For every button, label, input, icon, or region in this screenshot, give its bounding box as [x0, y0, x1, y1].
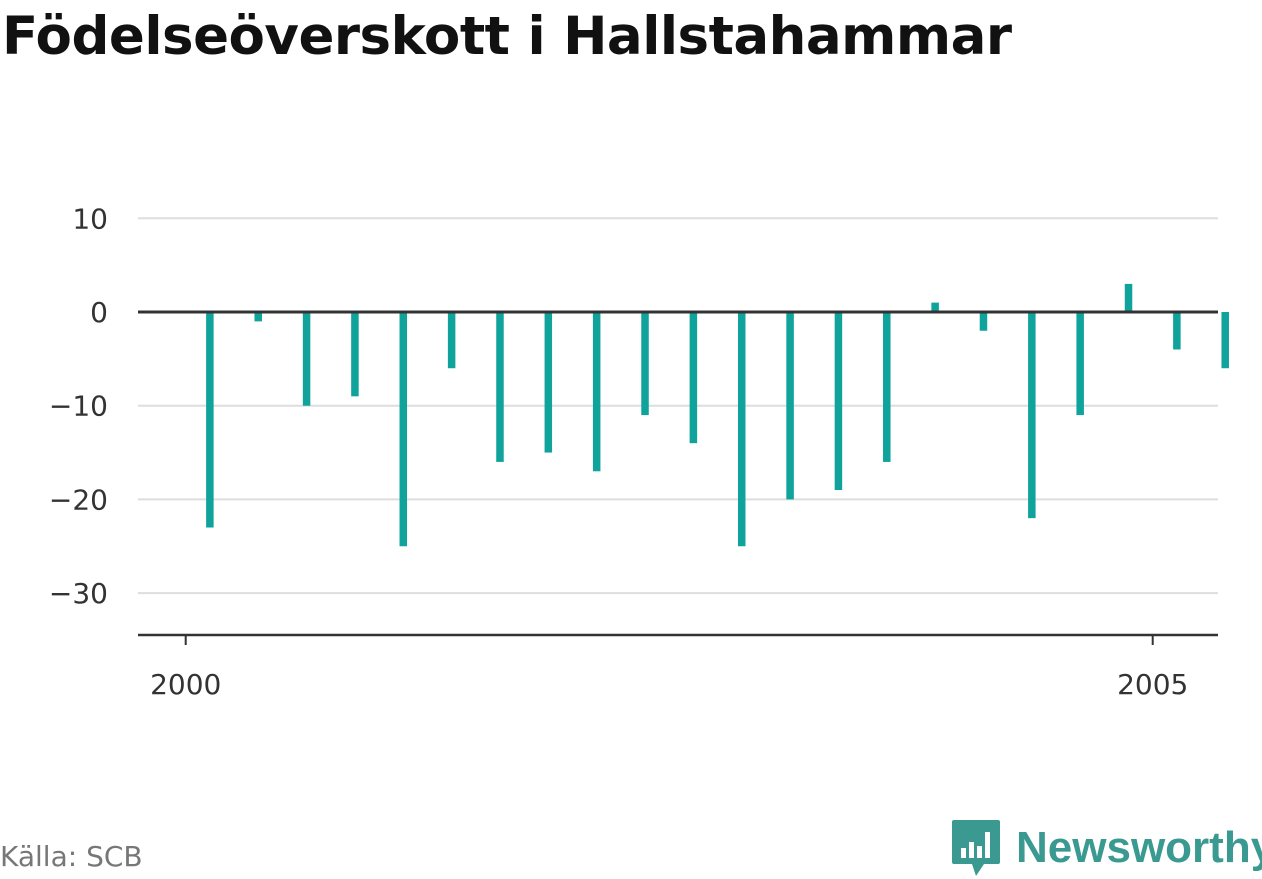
bar	[544, 312, 553, 453]
x-tick-label: 2000	[150, 668, 221, 701]
bar	[254, 312, 262, 322]
source-note: Källa: SCB	[0, 840, 143, 873]
bar	[1221, 312, 1229, 369]
bar	[786, 312, 794, 500]
bar	[447, 312, 456, 369]
bar	[351, 312, 359, 397]
bar	[1173, 312, 1181, 350]
bar	[931, 302, 939, 312]
bar-chart: 100−10−20−30200020052010201520202025	[49, 202, 1229, 701]
bar	[1076, 312, 1084, 416]
brand-logo: Newsworthy	[950, 818, 1262, 878]
bar	[1124, 283, 1133, 312]
bar	[206, 312, 214, 528]
bar	[302, 312, 311, 406]
page-title: Födelseöverskott i Hallstahammar	[2, 6, 1012, 67]
bar	[737, 312, 746, 547]
y-tick-label: −30	[49, 577, 108, 610]
bar	[1028, 312, 1036, 519]
bar	[496, 312, 504, 462]
tick-labels: 100−10−20−30200020052010201520202025	[49, 202, 1188, 701]
bar	[883, 312, 891, 462]
y-tick-label: 10	[72, 202, 108, 235]
bar	[399, 312, 408, 547]
bar	[834, 312, 843, 491]
grid-lines	[138, 217, 1218, 595]
bar	[979, 312, 988, 331]
axes	[138, 310, 1218, 645]
bar	[689, 312, 698, 444]
bars	[206, 283, 1229, 547]
y-tick-label: −10	[49, 390, 108, 423]
bar	[592, 312, 601, 472]
y-tick-label: 0	[90, 296, 108, 329]
newsworthy-logo-icon	[952, 820, 1000, 876]
bar	[641, 312, 649, 416]
brand-name: Newsworthy	[1016, 823, 1262, 872]
y-tick-label: −20	[49, 483, 108, 516]
x-tick-label: 2005	[1117, 668, 1188, 701]
